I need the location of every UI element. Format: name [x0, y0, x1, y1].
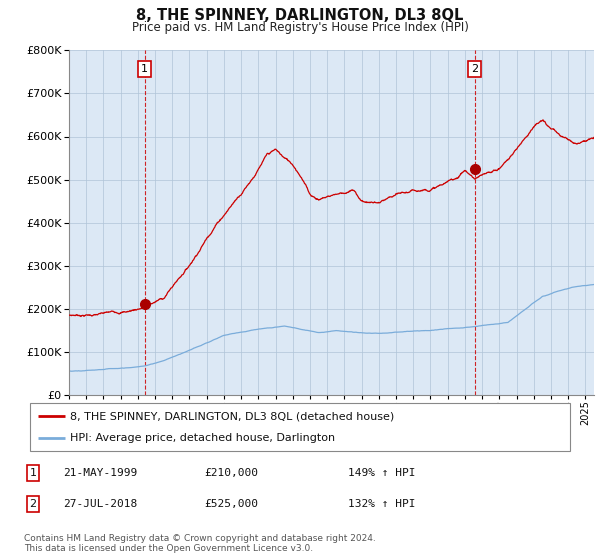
Text: £525,000: £525,000 — [204, 499, 258, 509]
FancyBboxPatch shape — [30, 403, 570, 451]
Text: Price paid vs. HM Land Registry's House Price Index (HPI): Price paid vs. HM Land Registry's House … — [131, 21, 469, 34]
Text: 27-JUL-2018: 27-JUL-2018 — [63, 499, 137, 509]
Text: 132% ↑ HPI: 132% ↑ HPI — [348, 499, 415, 509]
Text: Contains HM Land Registry data © Crown copyright and database right 2024.
This d: Contains HM Land Registry data © Crown c… — [24, 534, 376, 553]
Text: 8, THE SPINNEY, DARLINGTON, DL3 8QL: 8, THE SPINNEY, DARLINGTON, DL3 8QL — [136, 8, 464, 24]
Text: 1: 1 — [29, 468, 37, 478]
Text: 2: 2 — [29, 499, 37, 509]
Text: 2: 2 — [471, 64, 478, 74]
Text: HPI: Average price, detached house, Darlington: HPI: Average price, detached house, Darl… — [71, 433, 335, 443]
Text: 149% ↑ HPI: 149% ↑ HPI — [348, 468, 415, 478]
Text: 1: 1 — [141, 64, 148, 74]
Text: £210,000: £210,000 — [204, 468, 258, 478]
Text: 21-MAY-1999: 21-MAY-1999 — [63, 468, 137, 478]
Text: 8, THE SPINNEY, DARLINGTON, DL3 8QL (detached house): 8, THE SPINNEY, DARLINGTON, DL3 8QL (det… — [71, 411, 395, 421]
